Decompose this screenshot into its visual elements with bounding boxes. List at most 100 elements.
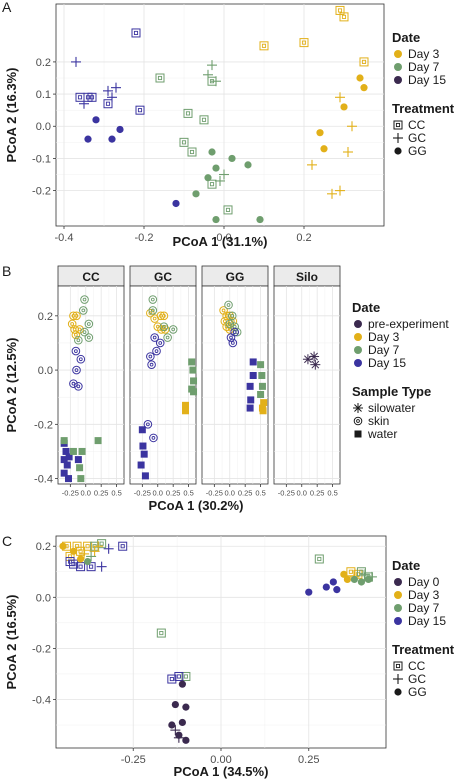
data-point [155, 338, 165, 348]
point-filled-square [182, 407, 190, 415]
point-dot [322, 583, 330, 591]
point-square-inner [176, 674, 181, 679]
data-point [256, 215, 264, 224]
y-tick-label: 0.2 [38, 311, 53, 323]
legend-key-shape [393, 120, 403, 130]
data-point [143, 420, 153, 429]
point-dot [212, 164, 220, 172]
data-point [207, 179, 217, 189]
data-point [156, 628, 166, 638]
point-square-inner [341, 14, 347, 19]
legend-key-shape [394, 147, 402, 155]
panel-c: C -0.25 0.00 0.25 -0.4 -0.2 0.0 0.2 PCoA 1 (34.5… [2, 533, 455, 779]
data-point [63, 461, 71, 469]
data-point [219, 169, 229, 180]
data-point [92, 116, 100, 124]
point-filled-square [260, 399, 268, 407]
point-dot [69, 547, 78, 555]
data-point [258, 382, 266, 390]
point-square-outer [359, 57, 369, 67]
point-ring-outer [74, 382, 83, 391]
point-dot [394, 688, 402, 696]
data-point [76, 464, 84, 472]
point-ring-inner [152, 335, 157, 340]
data-point [60, 437, 68, 445]
data-point [76, 562, 86, 572]
point-square-inner [120, 544, 125, 549]
data-point [65, 453, 73, 461]
point-square-inner [348, 569, 353, 574]
data-point [343, 575, 351, 584]
x-axis-title: PCoA 1 (30.2%) [149, 498, 244, 513]
data-point [170, 725, 181, 736]
point-square-outer [259, 41, 269, 51]
point-square-outer [179, 137, 189, 147]
data-point [322, 583, 330, 591]
data-point [171, 700, 179, 709]
point-ring-inner [222, 319, 227, 324]
data-point [79, 548, 90, 559]
point-ring-outer [227, 311, 237, 321]
legend-label: Day 3 [368, 330, 400, 344]
point-filled-square [69, 447, 77, 455]
data-point [111, 82, 121, 93]
legend-key-shape [354, 430, 362, 438]
point-ring-inner [148, 311, 153, 315]
point-ring-outer [159, 322, 169, 331]
point-filled-square [249, 372, 257, 380]
legend-key-color [354, 333, 362, 341]
legend-title: Date [392, 30, 420, 45]
data-point [64, 475, 72, 483]
point-square-outer [174, 671, 184, 681]
point-square-inner [261, 43, 267, 48]
point-ring-outer [147, 360, 156, 369]
data-point [244, 161, 252, 169]
point-filled-square [140, 450, 148, 458]
data-point [359, 57, 369, 67]
point-square-inner [301, 40, 307, 45]
point-ring-outer [71, 330, 81, 340]
panel-letter-c: C [2, 533, 12, 549]
legend-label: Day 0 [408, 575, 440, 589]
data-point [307, 159, 317, 170]
point-filled-square [189, 366, 197, 374]
legend-key-color [354, 359, 362, 367]
data-point [228, 338, 238, 348]
point-square-outer [393, 661, 403, 671]
data-point [257, 390, 265, 398]
point-filled-square [94, 437, 102, 445]
data-point [179, 137, 189, 147]
point-ring-inner [148, 354, 153, 359]
plot-panel [273, 285, 341, 485]
point-square-inner [137, 108, 143, 113]
x-tick-label: 0.0 [225, 489, 235, 498]
data-point [249, 358, 257, 366]
legend-label: GC [408, 672, 426, 686]
data-point [173, 732, 184, 743]
point-dot [76, 555, 85, 563]
point-dot [340, 570, 348, 578]
data-point [60, 456, 68, 464]
data-point [83, 557, 92, 566]
point-filled-square [354, 430, 362, 438]
data-point [107, 92, 117, 103]
point-filled-square [139, 442, 147, 450]
point-filled-square [258, 372, 266, 380]
data-point [199, 115, 209, 125]
legend-key-shape [393, 133, 403, 143]
point-ring-outer [72, 311, 81, 321]
point-ring-outer [69, 379, 78, 388]
point-filled-square [190, 388, 198, 396]
plot-panel [55, 3, 385, 227]
data-point [346, 567, 356, 577]
data-point [174, 671, 184, 681]
point-dot [244, 161, 252, 169]
point-ring-inner [230, 313, 235, 318]
x-tick-label: 0.25 [166, 489, 181, 498]
point-filled-square [257, 390, 265, 398]
data-point [360, 84, 368, 92]
data-point [247, 396, 255, 404]
point-square-inner [317, 556, 322, 562]
data-point [79, 98, 89, 109]
